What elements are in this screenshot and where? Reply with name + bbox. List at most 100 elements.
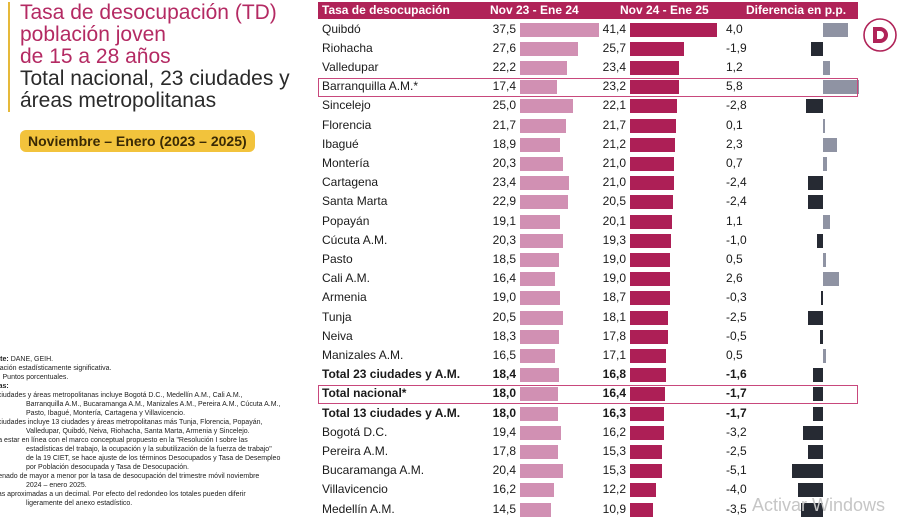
difference-value: 0,5 [726,347,743,362]
value-2023: 14,5 [492,501,516,516]
bar-2023 [520,464,564,479]
bar-2023 [520,291,561,306]
city-label: Cali A.M. [322,271,371,286]
bar-2023 [520,99,573,114]
value-2024: 20,1 [602,213,626,228]
difference-bar [823,214,830,229]
table-row: Riohacha 27,6 25,7 -1,9 [318,39,858,58]
value-2024: 22,1 [602,98,626,113]
bar-2023 [520,444,558,459]
difference-bar [808,195,823,210]
difference-value: -1,7 [726,386,747,401]
table-row: Armenia 19,0 18,7 -0,3 [318,288,858,307]
footnote-text: Puntos porcentuales. [2,374,69,381]
table-row: Montería 20,3 21,0 0,7 [318,154,858,173]
footnote-line: ifras aproximadas a un decimal. Por efec… [0,491,312,499]
period-badge: Noviembre – Enero (2023 – 2025) [20,130,255,152]
difference-bar [819,329,823,344]
difference-bar [805,99,823,114]
difference-value: -2,5 [726,443,747,458]
city-label: Bucaramanga A.M. [322,463,425,478]
difference-bar [823,348,827,363]
difference-bar [823,137,838,152]
footnote-line: otas: [0,383,312,391]
difference-bar [801,502,823,517]
bar-2024 [630,22,718,37]
value-2024: 18,7 [602,290,626,305]
table-row: Medellín A.M. 14,5 10,9 -3,5 [318,500,858,519]
difference-value: -2,8 [726,98,747,113]
value-2024: 21,7 [602,117,626,132]
difference-value: -3,5 [726,501,747,516]
difference-value: -0,5 [726,328,747,343]
value-2024: 25,7 [602,40,626,55]
title-line-5: áreas metropolitanas [20,89,217,112]
unemployment-table: Tasa de desocupación Nov 23 - Ene 24 Nov… [318,0,859,525]
difference-value: -2,4 [726,194,747,209]
bar-2023 [520,502,551,517]
difference-value: 1,1 [726,213,743,228]
city-label: Manizales A.M. [322,347,404,362]
bar-2023 [520,252,560,267]
footnote-text: 2024 – enero 2025. [26,482,87,489]
difference-bar [807,310,823,325]
table-row: Sincelejo 25,0 22,1 -2,8 [318,96,858,115]
footnote-line: 3 ciudades incluye 13 ciudades y áreas m… [0,419,312,427]
footnote-line: ara estar en línea con el marco conceptu… [0,437,312,445]
bar-2023 [520,368,559,383]
city-label: Montería [322,155,370,170]
difference-bar [812,406,823,421]
value-2024: 16,8 [602,367,626,382]
value-2023: 25,0 [492,98,516,113]
footnote-text: ariación estadísticamente significativa. [0,365,112,372]
bar-2023 [520,348,555,363]
difference-value: -1,6 [726,367,747,382]
city-label: Cúcuta A.M. [322,232,388,247]
value-2024: 21,2 [602,136,626,151]
city-label: Armenia [322,290,367,305]
bar-2023 [520,60,567,75]
bar-2024 [630,329,668,344]
difference-bar [811,41,823,56]
bar-2023 [520,80,557,95]
difference-bar [798,483,823,498]
footnote-text: Valledupar, Quibdó, Neiva, Riohacha, San… [26,428,250,435]
difference-value: -1,7 [726,405,747,420]
footnote-label: ente: [0,356,9,363]
city-label: Florencia [322,117,372,132]
difference-value: -1,0 [726,232,747,247]
bar-2024 [630,406,665,421]
value-2024: 19,3 [602,232,626,247]
footnote-line: rdenado de mayor a menor por la tasa de … [0,473,312,481]
bar-2024 [630,233,671,248]
difference-value: 4,0 [726,21,743,36]
city-label: Total 13 ciudades y A.M. [322,405,461,420]
header-difference: Diferencia en p.p. [746,3,847,17]
bar-2024 [630,176,675,191]
difference-bar [816,233,823,248]
footnote-text: 3 ciudades incluye 13 ciudades y áreas m… [0,419,263,426]
footnote-line: de la 19 CIET, se hace ajuste de los tér… [0,455,312,463]
bar-2024 [630,444,663,459]
bar-2023 [520,195,569,210]
value-2023: 16,4 [492,271,516,286]
city-label: Quibdó [322,21,361,36]
bar-2023 [520,41,579,56]
value-2023: 16,5 [492,347,516,362]
difference-value: 0,1 [726,117,743,132]
city-label: Tunja [322,309,352,324]
bar-2024 [630,60,680,75]
difference-bar [823,272,839,287]
difference-bar [823,60,831,75]
bar-2024 [630,368,666,383]
value-2023: 18,9 [492,136,516,151]
value-2024: 16,4 [602,386,626,401]
table-row: Ibagué 18,9 21,2 2,3 [318,135,858,154]
difference-bar [807,444,823,459]
bar-2023 [520,310,564,325]
footnote-line: ariación estadísticamente significativa. [0,365,312,373]
bar-2024 [630,348,667,363]
footnote-line: 2024 – enero 2025. [0,482,312,490]
value-2024: 41,4 [602,21,626,36]
bar-2024 [630,156,675,171]
